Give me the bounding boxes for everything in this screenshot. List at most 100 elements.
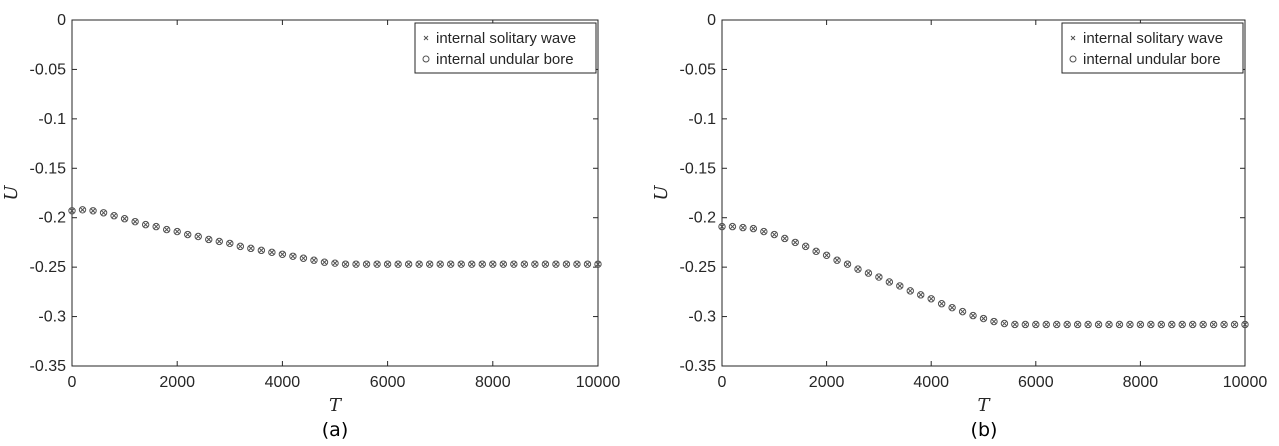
data-point-cross — [237, 243, 243, 249]
data-point-cross — [750, 226, 756, 232]
data-point-circle — [478, 260, 486, 268]
data-point-circle — [927, 295, 935, 303]
data-point-cross — [1169, 321, 1175, 328]
data-point-circle — [89, 207, 97, 215]
data-point-cross — [321, 259, 328, 265]
data-point-cross — [90, 208, 96, 214]
x-tick-label: 10000 — [1223, 374, 1268, 391]
data-point-cross — [1221, 321, 1227, 328]
data-point-circle — [173, 227, 181, 236]
y-tick-label: -0.35 — [30, 358, 67, 375]
y-tick-label: -0.1 — [38, 111, 66, 128]
data-point-circle — [99, 209, 108, 217]
data-point-cross — [427, 261, 433, 267]
data-point-cross — [771, 231, 777, 238]
data-point-cross — [1075, 321, 1081, 328]
data-point-cross — [1127, 321, 1133, 328]
y-axis-title: U — [651, 185, 672, 201]
y-tick-label: -0.35 — [680, 358, 717, 375]
data-point-circle — [969, 311, 977, 320]
data-point-circle — [573, 260, 581, 268]
data-point-circle — [1136, 320, 1145, 329]
data-point-cross — [1054, 321, 1060, 328]
data-point-circle — [531, 260, 539, 268]
data-point-circle — [801, 242, 810, 251]
legend-label: internal solitary wave — [1083, 30, 1223, 47]
data-point-cross — [353, 261, 359, 267]
data-point-circle — [791, 238, 799, 247]
data-point-circle — [885, 278, 894, 286]
data-point-circle — [1241, 320, 1249, 329]
x-tick-label: 2000 — [809, 374, 845, 391]
data-point-circle — [594, 260, 602, 268]
data-point-cross — [216, 238, 222, 244]
data-point-circle — [917, 291, 925, 299]
data-point-cross — [865, 270, 871, 276]
data-point-cross — [1033, 321, 1039, 328]
data-point-cross — [729, 224, 736, 230]
data-point-circle — [1147, 320, 1155, 329]
data-point-cross — [521, 261, 527, 267]
data-point-circle — [1168, 320, 1176, 329]
legend-marker-circle — [1069, 55, 1077, 63]
data-point-circle — [1220, 320, 1228, 329]
data-point-cross — [437, 261, 443, 267]
data-point-circle — [1178, 320, 1186, 329]
data-point-cross — [69, 208, 75, 214]
data-point-cross — [153, 224, 159, 230]
data-point-cross — [1085, 321, 1091, 328]
data-point-circle — [1000, 319, 1009, 328]
data-point-cross — [740, 225, 746, 231]
legend-marker-circle — [422, 55, 430, 63]
data-point-circle — [1126, 320, 1134, 329]
data-point-cross — [803, 243, 809, 249]
data-point-circle — [373, 260, 381, 268]
data-point-circle — [1189, 320, 1197, 329]
x-tick-label: 4000 — [265, 374, 301, 391]
data-point-circle — [1073, 320, 1082, 329]
data-point-circle — [257, 246, 266, 255]
data-point-circle — [958, 307, 967, 316]
data-point-cross — [416, 261, 422, 267]
data-point-cross — [918, 292, 924, 298]
x-tick-label: 2000 — [159, 374, 195, 391]
y-tick-label: -0.15 — [30, 160, 67, 177]
data-point-cross — [406, 261, 412, 267]
data-point-cross — [876, 274, 882, 280]
data-point-cross — [980, 315, 987, 322]
data-point-circle — [299, 254, 308, 262]
data-point-cross — [855, 266, 861, 272]
data-point-cross — [311, 257, 317, 263]
data-point-cross — [332, 260, 338, 266]
y-tick-label: 0 — [707, 12, 716, 29]
data-point-cross — [595, 261, 601, 267]
data-point-circle — [141, 220, 150, 229]
data-point-circle — [1084, 320, 1092, 329]
data-point-cross — [792, 239, 798, 245]
panel-caption: (b) — [971, 419, 998, 441]
data-point-cross — [279, 251, 285, 257]
data-point-circle — [896, 282, 904, 290]
data-point-cross — [532, 261, 538, 267]
data-point-cross — [1242, 321, 1248, 328]
data-point-circle — [310, 256, 318, 264]
chart-panel-a: 0 2000 4000 6000 8000 10000 0 -0.05 -0.1 -0.15 -0.… — [1, 12, 620, 441]
data-point-cross — [269, 249, 275, 255]
data-point-circle — [331, 259, 339, 267]
plot-area-frame — [71, 19, 599, 367]
data-point-circle — [205, 235, 213, 244]
data-point-cross — [1001, 320, 1007, 327]
data-point-cross — [928, 296, 934, 302]
data-point-cross — [164, 227, 170, 233]
legend-marker-cross — [1070, 35, 1076, 41]
data-point-cross — [1096, 321, 1102, 328]
data-point-cross — [132, 219, 138, 225]
data-point-cross — [122, 216, 128, 222]
x-tick-label: 8000 — [475, 374, 511, 391]
data-point-cross — [258, 247, 264, 253]
y-tick-label: -0.3 — [688, 309, 716, 326]
data-point-circle — [728, 222, 737, 231]
data-point-circle — [520, 260, 529, 268]
data-point-circle — [812, 247, 820, 256]
data-point-cross — [111, 213, 117, 219]
